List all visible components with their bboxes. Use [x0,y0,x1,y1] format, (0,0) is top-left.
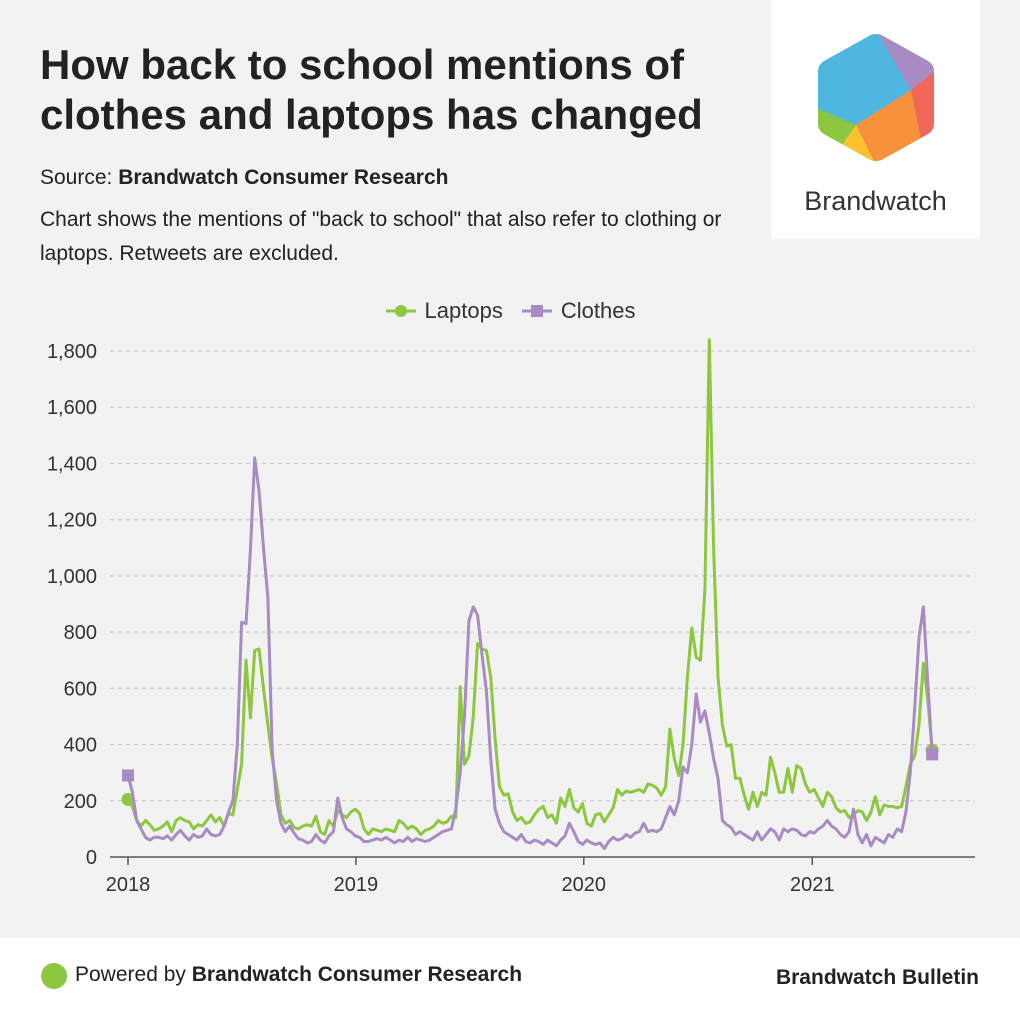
y-tick-label: 1,800 [47,341,97,363]
series-marker-clothes [926,748,939,761]
legend-label-laptops: Laptops [424,298,503,323]
legend-circle-marker-icon [385,305,416,317]
y-tick-label: 1,600 [47,397,97,419]
chart-title: How back to school mentions of clothes a… [40,41,703,138]
source-line: Source: Brandwatch Consumer Research [40,166,449,190]
legend-item-clothes[interactable]: Clothes [521,298,636,324]
footer-powered-label: Powered by [75,963,186,986]
y-tick-label: 200 [64,791,97,813]
chart-description: Chart shows the mentions of "back to sch… [40,208,722,265]
y-tick-label: 1,000 [47,566,97,588]
brandwatch-logo-card: Brandwatch [771,0,980,239]
y-axis: 0 200 400 600 800 1,000 1,200 1,400 1,600 1,800 [47,341,97,869]
series-marker-clothes [122,769,134,782]
y-tick-label: 0 [86,847,97,869]
y-tick-label: 1,400 [47,453,97,475]
legend-item-laptops[interactable]: Laptops [385,298,503,324]
x-tick-label: 2020 [562,874,607,896]
series-line-clothes [126,456,934,851]
x-tick-label: 2021 [790,874,835,896]
legend-square-marker-icon [521,305,552,317]
series-marker-laptops [121,792,135,806]
footer: Powered by Brandwatch Consumer Research … [0,938,1020,1020]
footer-powered-by: Powered by Brandwatch Consumer Research [75,963,522,987]
x-tick-label: 2018 [106,874,151,896]
brandwatch-hexagon-logo-icon [818,34,934,161]
y-tick-label: 1,200 [47,510,97,532]
green-dot-icon [41,963,67,989]
chart-series [121,338,939,851]
y-tick-label: 400 [64,735,97,757]
source-label: Source: [40,166,113,189]
footer-powered-name: Brandwatch Consumer Research [191,963,523,986]
x-tick-label: 2019 [334,874,379,896]
legend-label-clothes: Clothes [560,298,636,323]
line-chart: 0 200 400 600 800 1,000 1,200 1,400 1,600 1,800 2… [47,338,975,896]
y-tick-label: 600 [64,678,97,700]
y-tick-label: 800 [64,622,97,644]
chart-gridlines [110,350,975,802]
series-line-laptops [126,338,934,836]
source-name: Brandwatch Consumer Research [118,166,449,189]
footer-brandwatch-bulletin: Brandwatch Bulletin [775,966,979,989]
x-axis: 2018 2019 2020 2021 [106,856,975,896]
chart-legend: Laptops Clothes [0,298,1020,324]
brandwatch-logo-text: Brandwatch [804,186,947,216]
